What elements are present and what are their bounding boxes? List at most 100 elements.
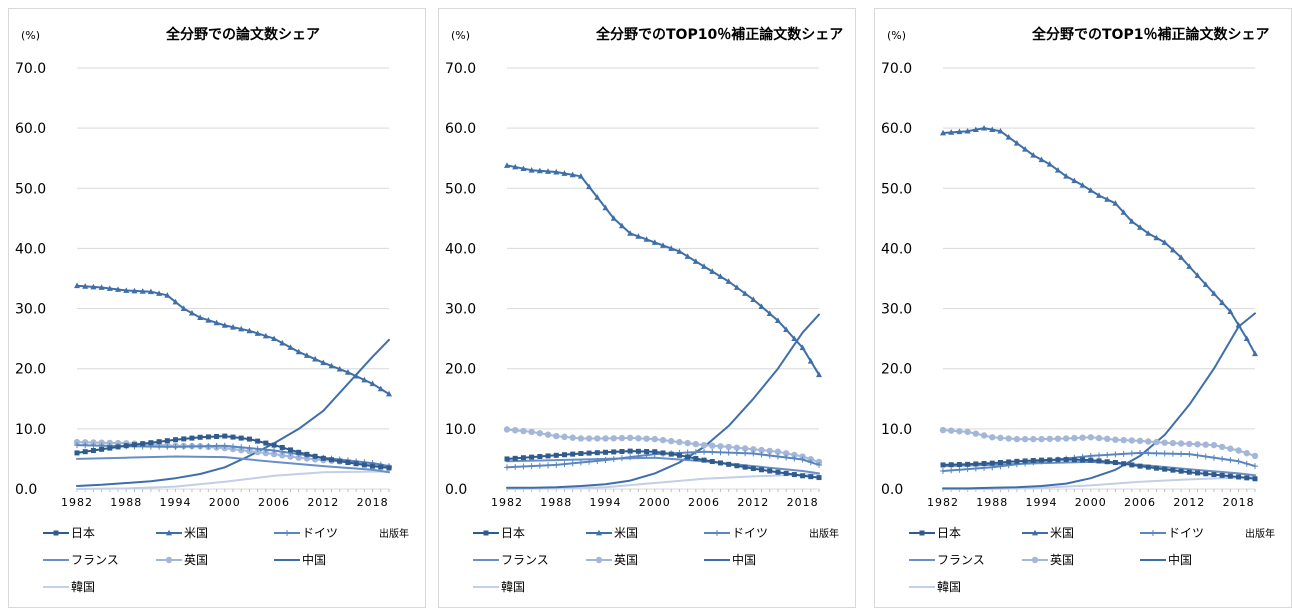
x-tick-label: 2012 bbox=[737, 496, 769, 509]
point-germany bbox=[205, 443, 212, 450]
point-japan bbox=[701, 457, 707, 463]
point-japan bbox=[742, 464, 748, 470]
x-axis-label: 出版年 bbox=[379, 527, 409, 540]
y-tick-label: 50.0 bbox=[15, 181, 46, 197]
legend-label: ドイツ bbox=[732, 526, 768, 540]
legend-label: 韓国 bbox=[937, 580, 961, 594]
point-usa bbox=[156, 290, 163, 296]
point-germany bbox=[610, 456, 617, 463]
point-germany bbox=[246, 445, 253, 452]
point-japan bbox=[1071, 457, 1077, 463]
legend-marker-japan bbox=[483, 530, 489, 536]
point-usa bbox=[254, 330, 261, 336]
point-japan bbox=[238, 435, 244, 441]
point-usa bbox=[312, 355, 319, 362]
point-japan bbox=[1195, 470, 1201, 476]
point-uk bbox=[536, 430, 544, 437]
point-usa bbox=[791, 335, 798, 342]
point-japan bbox=[1252, 476, 1258, 482]
point-japan bbox=[635, 448, 641, 454]
point-japan bbox=[329, 457, 335, 463]
point-germany bbox=[1186, 451, 1193, 458]
point-uk bbox=[750, 446, 757, 453]
point-usa bbox=[807, 357, 814, 364]
point-uk bbox=[553, 432, 560, 440]
point-usa bbox=[594, 194, 601, 200]
point-uk bbox=[1120, 436, 1127, 444]
point-usa bbox=[1153, 234, 1160, 241]
point-usa bbox=[569, 171, 576, 178]
point-uk bbox=[659, 436, 667, 444]
point-japan bbox=[561, 452, 567, 458]
point-uk bbox=[544, 431, 552, 438]
point-usa bbox=[799, 344, 806, 351]
point-usa bbox=[131, 287, 138, 294]
point-japan bbox=[1137, 463, 1143, 469]
x-tick-label: 2018 bbox=[357, 496, 389, 509]
x-tick-label: 2000 bbox=[1075, 496, 1107, 509]
point-germany bbox=[742, 450, 749, 457]
unit-label: (%) bbox=[887, 29, 906, 42]
legend-label: 米国 bbox=[1050, 526, 1074, 540]
point-germany bbox=[1219, 455, 1226, 462]
point-japan bbox=[800, 473, 806, 479]
point-usa bbox=[948, 129, 955, 135]
point-japan bbox=[1096, 458, 1102, 464]
x-tick-label: 2006 bbox=[258, 496, 290, 509]
point-japan bbox=[337, 458, 343, 464]
point-usa bbox=[82, 283, 89, 289]
point-usa bbox=[1210, 290, 1217, 296]
point-uk bbox=[594, 435, 601, 442]
point-uk bbox=[1095, 434, 1103, 442]
point-usa bbox=[344, 369, 351, 375]
series-line-uk bbox=[942, 429, 1256, 457]
point-germany bbox=[90, 442, 97, 449]
point-usa bbox=[676, 248, 683, 254]
point-uk bbox=[980, 432, 988, 439]
y-tick-label: 30.0 bbox=[445, 302, 476, 318]
point-germany bbox=[164, 443, 171, 450]
legend-label: 日本 bbox=[501, 526, 525, 540]
point-japan bbox=[255, 438, 261, 444]
point-germany bbox=[577, 459, 584, 466]
point-germany bbox=[635, 453, 642, 460]
point-usa bbox=[1202, 281, 1209, 287]
series-line-china bbox=[942, 312, 1256, 490]
point-usa bbox=[1219, 299, 1226, 305]
point-japan bbox=[205, 434, 211, 440]
y-tick-label: 50.0 bbox=[445, 181, 476, 197]
point-japan bbox=[693, 456, 699, 462]
point-usa bbox=[271, 335, 278, 342]
unit-label: (%) bbox=[451, 29, 470, 42]
y-tick-label: 10.0 bbox=[445, 422, 476, 438]
legend-marker-uk bbox=[165, 556, 173, 564]
point-japan bbox=[734, 463, 740, 469]
point-usa bbox=[1079, 182, 1086, 188]
legend-label: 中国 bbox=[1168, 552, 1192, 567]
point-usa bbox=[561, 170, 568, 176]
point-japan bbox=[148, 440, 154, 446]
point-japan bbox=[594, 450, 600, 456]
point-uk bbox=[791, 451, 798, 459]
point-japan bbox=[1030, 458, 1036, 464]
point-uk bbox=[279, 452, 286, 459]
x-tick-label: 2000 bbox=[639, 496, 671, 509]
x-tick-label: 2012 bbox=[1173, 496, 1205, 509]
x-tick-label: 1988 bbox=[540, 496, 572, 509]
point-usa bbox=[602, 204, 609, 211]
point-japan bbox=[775, 469, 781, 475]
point-uk bbox=[1079, 434, 1086, 441]
point-japan bbox=[611, 449, 617, 455]
point-usa bbox=[1087, 187, 1094, 193]
point-uk bbox=[1005, 435, 1012, 442]
legend-label: 韓国 bbox=[71, 580, 95, 594]
legend-marker-uk bbox=[1031, 556, 1039, 564]
point-germany bbox=[213, 442, 220, 449]
x-tick-label: 2018 bbox=[1223, 496, 1255, 509]
point-japan bbox=[750, 466, 756, 472]
point-uk bbox=[700, 441, 708, 449]
x-tick-label: 2006 bbox=[1124, 496, 1156, 509]
point-uk bbox=[964, 428, 971, 436]
legend-label: 中国 bbox=[302, 552, 326, 567]
point-japan bbox=[767, 468, 773, 474]
